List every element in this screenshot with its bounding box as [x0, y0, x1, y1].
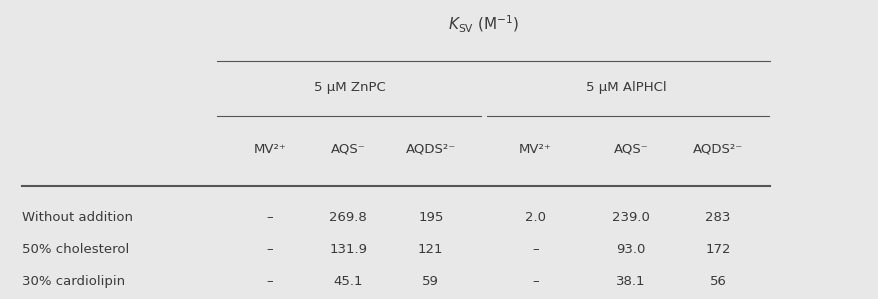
Text: 50% cholesterol: 50% cholesterol	[22, 243, 129, 256]
Text: 269.8: 269.8	[329, 211, 366, 224]
Text: 59: 59	[421, 275, 439, 288]
Text: 5 μM ZnPC: 5 μM ZnPC	[314, 80, 385, 94]
Text: –: –	[531, 275, 538, 288]
Text: AQDS²⁻: AQDS²⁻	[406, 143, 456, 156]
Text: 5 μM AlPHCl: 5 μM AlPHCl	[586, 80, 666, 94]
Text: 56: 56	[709, 275, 726, 288]
Text: 2.0: 2.0	[524, 211, 545, 224]
Text: –: –	[266, 211, 273, 224]
Text: 131.9: 131.9	[328, 243, 367, 256]
Text: 93.0: 93.0	[615, 243, 645, 256]
Text: 172: 172	[704, 243, 730, 256]
Text: 121: 121	[418, 243, 443, 256]
Text: MV²⁺: MV²⁺	[518, 143, 551, 156]
Text: $K_{\mathrm{SV}}$ $\mathrm{(M^{-1})}$: $K_{\mathrm{SV}}$ $\mathrm{(M^{-1})}$	[448, 14, 519, 35]
Text: Without addition: Without addition	[22, 211, 133, 224]
Text: –: –	[266, 275, 273, 288]
Text: 30% cardiolipin: 30% cardiolipin	[22, 275, 125, 288]
Text: AQDS²⁻: AQDS²⁻	[692, 143, 743, 156]
Text: AQS⁻: AQS⁻	[613, 143, 648, 156]
Text: 195: 195	[418, 211, 443, 224]
Text: 38.1: 38.1	[615, 275, 645, 288]
Text: MV²⁺: MV²⁺	[253, 143, 285, 156]
Text: AQS⁻: AQS⁻	[330, 143, 365, 156]
Text: 45.1: 45.1	[333, 275, 363, 288]
Text: –: –	[531, 243, 538, 256]
Text: 239.0: 239.0	[611, 211, 649, 224]
Text: 283: 283	[705, 211, 730, 224]
Text: –: –	[266, 243, 273, 256]
